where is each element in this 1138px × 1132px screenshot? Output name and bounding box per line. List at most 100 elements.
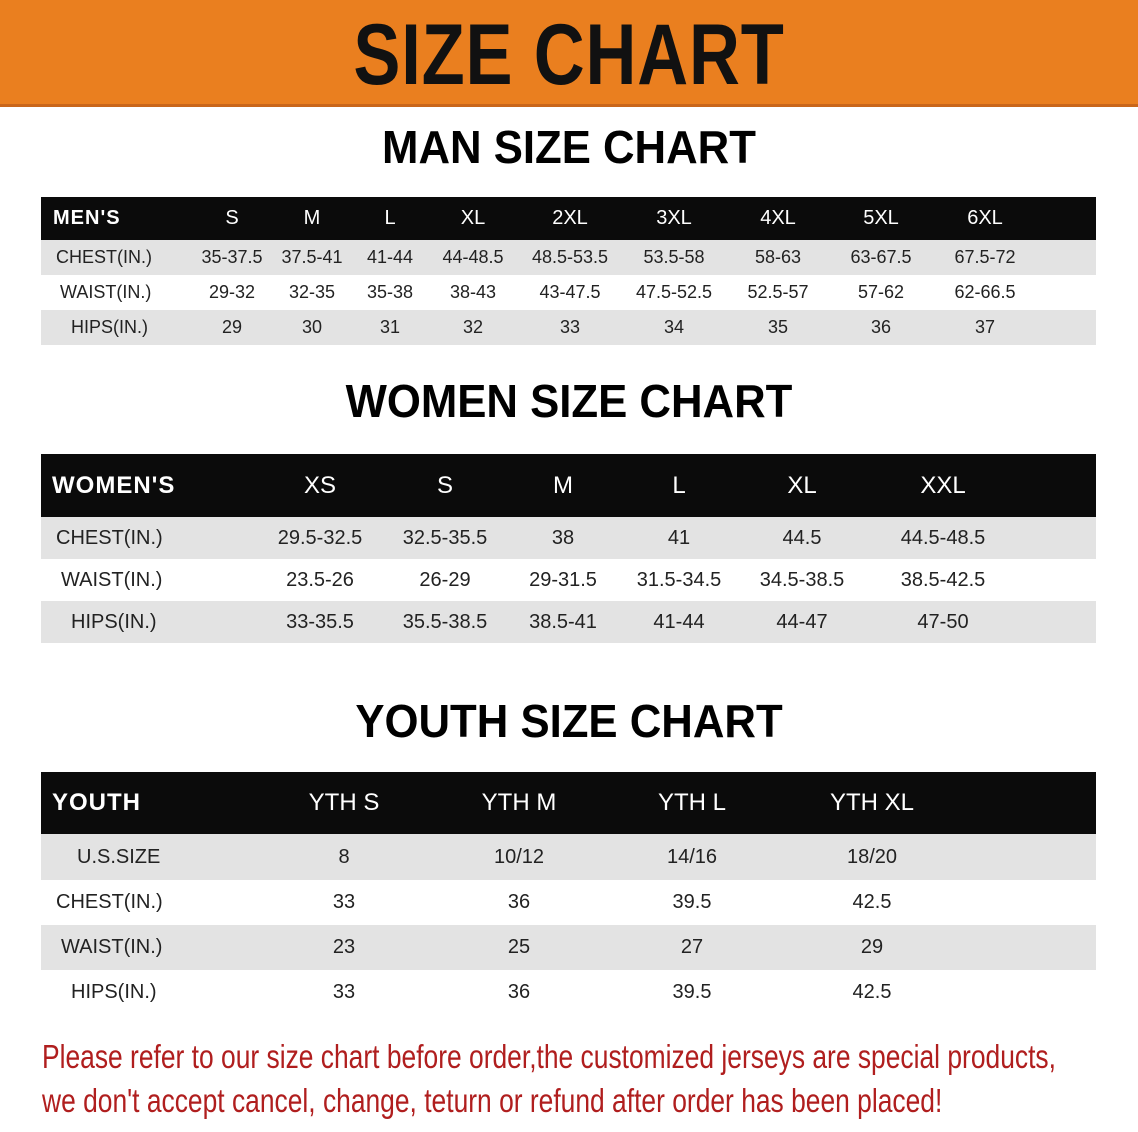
- measurement-cell: 67.5-72: [954, 247, 1016, 267]
- measurement-cell: 14/16: [666, 845, 718, 868]
- measurement-cell: 57-62: [857, 282, 905, 302]
- table-row: WAIST(IN.) 29-32 32-35 35-38 38-43 43-47.5 47.…: [41, 275, 1096, 310]
- measurement-cell: 37: [974, 317, 996, 337]
- measurement-cell: 48.5-53.5: [531, 247, 609, 267]
- measurement-cell: 29: [860, 936, 884, 958]
- measurement-cell: 8: [338, 845, 350, 868]
- table-row: WAIST(IN.) 23 25 27 29: [41, 925, 1096, 970]
- measurement-cell: 29: [221, 317, 243, 337]
- size-header-cell: XS: [303, 471, 337, 499]
- measurement-cell: 32: [462, 317, 484, 337]
- measurement-cell: 41-44: [653, 610, 705, 633]
- measurement-cell: 35: [767, 317, 789, 337]
- measurement-cell: 36: [507, 981, 531, 1003]
- measurement-cell: 31.5-34.5: [636, 568, 722, 591]
- notice-line-2: we don't accept cancel, change, teturn o…: [42, 1082, 943, 1119]
- women-section-title: WOMEN SIZE CHART: [345, 375, 793, 427]
- row-label: CHEST(IN.): [56, 526, 163, 549]
- measurement-cell: 32.5-35.5: [402, 526, 488, 549]
- banner: SIZE CHART: [0, 0, 1138, 107]
- size-header-cell: YTH M: [481, 789, 557, 816]
- row-label: WAIST(IN.): [61, 568, 163, 591]
- measurement-cell: 42.5: [852, 981, 892, 1003]
- measurement-cell: 29.5-32.5: [277, 526, 363, 549]
- measurement-cell: 47-50: [917, 610, 969, 633]
- measurement-cell: 44.5-48.5: [900, 526, 986, 549]
- measurement-cell: 27: [680, 936, 704, 958]
- measurement-cell: 33: [332, 891, 356, 913]
- measurement-cell: 18/20: [846, 845, 898, 868]
- measurement-cell: 33: [559, 317, 581, 337]
- row-label: CHEST(IN.): [56, 891, 163, 913]
- table-row: U.S.SIZE 8 10/12 14/16 18/20: [41, 834, 1096, 880]
- measurement-cell: 39.5: [672, 891, 712, 913]
- row-label: CHEST(IN.): [56, 247, 152, 267]
- table-row: CHEST(IN.) 29.5-32.5 32.5-35.5 38 41 44.5 44.5…: [41, 517, 1096, 559]
- measurement-cell: 36: [870, 317, 892, 337]
- measurement-cell: 52.5-57: [747, 282, 809, 302]
- measurement-cell: 25: [507, 936, 531, 958]
- table-header-row: MEN'S S M L XL 2XL 3XL 4XL 5XL 6XL: [41, 197, 1096, 240]
- banner-title: SIZE CHART: [353, 7, 785, 103]
- size-header-cell: YTH L: [657, 789, 727, 816]
- size-header-cell: XL: [787, 471, 817, 499]
- measurement-cell: 42.5: [852, 891, 892, 913]
- women-size-table: WOMEN'S XS S M L XL XXL CHEST(IN.) 29.5-32.5 32.5…: [41, 454, 1096, 643]
- measurement-cell: 23.5-26: [286, 568, 354, 591]
- measurement-cell: 35-37.5: [201, 247, 263, 267]
- size-header-cell: 4XL: [760, 207, 796, 229]
- men-section-title: MAN SIZE CHART: [382, 121, 756, 173]
- size-header-cell: S: [225, 207, 239, 229]
- measurement-cell: 63-67.5: [850, 247, 912, 267]
- table-header-label: MEN'S: [53, 207, 121, 229]
- measurement-cell: 31: [379, 317, 401, 337]
- table-row: CHEST(IN.) 35-37.5 37.5-41 41-44 44-48.5 48.5…: [41, 240, 1096, 275]
- measurement-cell: 34.5-38.5: [759, 568, 845, 591]
- measurement-cell: 44.5: [782, 526, 822, 549]
- measurement-cell: 62-66.5: [954, 282, 1016, 302]
- measurement-cell: 38-43: [449, 282, 497, 302]
- measurement-cell: 41: [667, 526, 691, 549]
- row-label: WAIST(IN.): [60, 282, 152, 302]
- row-label: U.S.SIZE: [77, 845, 161, 868]
- row-label: HIPS(IN.): [71, 981, 157, 1003]
- size-header-cell: M: [303, 207, 321, 229]
- size-header-cell: XL: [460, 207, 486, 229]
- measurement-cell: 33: [332, 981, 356, 1003]
- measurement-cell: 32-35: [288, 282, 336, 302]
- measurement-cell: 44-47: [776, 610, 828, 633]
- measurement-cell: 39.5: [672, 981, 712, 1003]
- measurement-cell: 33-35.5: [286, 610, 354, 633]
- table-row: WAIST(IN.) 23.5-26 26-29 29-31.5 31.5-34.5 34…: [41, 559, 1096, 601]
- row-label: WAIST(IN.): [61, 936, 163, 958]
- size-header-cell: L: [384, 207, 396, 229]
- measurement-cell: 53.5-58: [643, 247, 705, 267]
- size-header-cell: 6XL: [967, 207, 1003, 229]
- table-header-label: YOUTH: [52, 789, 141, 816]
- size-header-cell: M: [553, 471, 573, 499]
- table-row: CHEST(IN.) 33 36 39.5 42.5: [41, 880, 1096, 925]
- men-size-table: MEN'S S M L XL 2XL 3XL 4XL 5XL 6XL CHEST(IN.) 35-37…: [41, 197, 1096, 345]
- measurement-cell: 30: [301, 317, 323, 337]
- measurement-cell: 36: [507, 891, 531, 913]
- table-row: HIPS(IN.) 33-35.5 35.5-38.5 38.5-41 41-44 44-…: [41, 601, 1096, 643]
- table-header-label: WOMEN'S: [52, 471, 176, 499]
- table-row: HIPS(IN.) 33 36 39.5 42.5: [41, 970, 1096, 1015]
- measurement-cell: 58-63: [754, 247, 802, 267]
- measurement-cell: 29-32: [208, 282, 256, 302]
- measurement-cell: 44-48.5: [442, 247, 504, 267]
- size-header-cell: L: [672, 471, 686, 499]
- measurement-cell: 38.5-41: [529, 610, 597, 633]
- row-label: HIPS(IN.): [71, 317, 149, 337]
- youth-section-title: YOUTH SIZE CHART: [355, 695, 783, 747]
- measurement-cell: 26-29: [419, 568, 471, 591]
- table-header-row: WOMEN'S XS S M L XL XXL: [41, 454, 1096, 517]
- size-header-cell: 5XL: [863, 207, 899, 229]
- measurement-cell: 35-38: [366, 282, 414, 302]
- measurement-cell: 23: [332, 936, 356, 958]
- measurement-cell: 38: [551, 526, 575, 549]
- size-header-cell: 3XL: [656, 207, 692, 229]
- youth-size-table: YOUTH YTH S YTH M YTH L YTH XL U.S.SIZE 8 10/12…: [41, 772, 1096, 1015]
- measurement-cell: 47.5-52.5: [635, 282, 713, 302]
- measurement-cell: 34: [663, 317, 685, 337]
